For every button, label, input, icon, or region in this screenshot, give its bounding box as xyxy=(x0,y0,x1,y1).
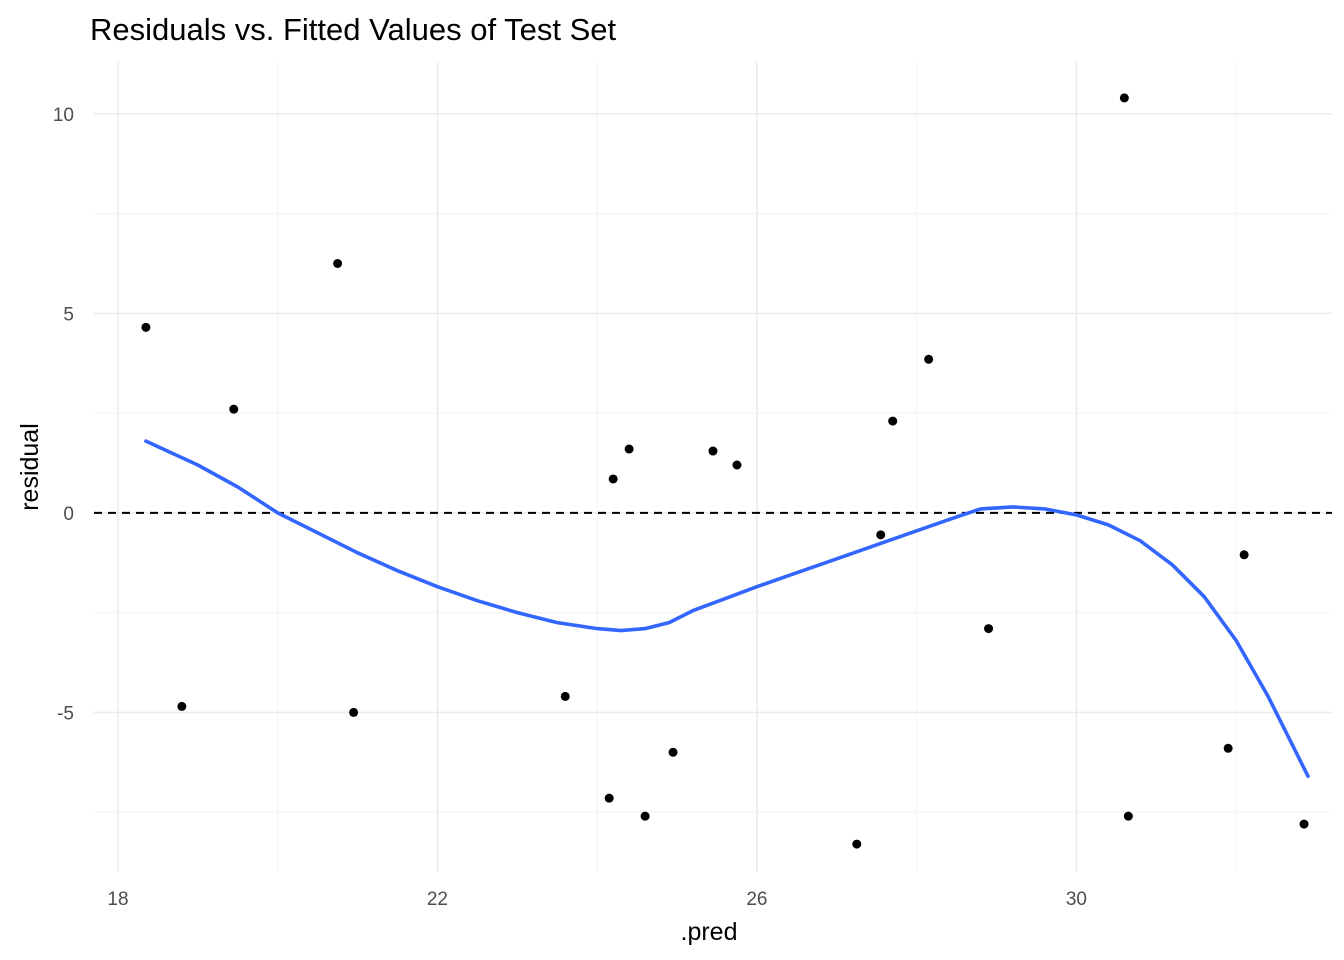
data-point-1 xyxy=(177,701,187,711)
data-point-15 xyxy=(888,416,898,426)
data-points xyxy=(141,93,1309,849)
x-axis-label: .pred xyxy=(681,918,738,946)
y-tick-label-0: -5 xyxy=(57,703,74,724)
data-point-16 xyxy=(924,354,934,364)
x-tick-label-2: 26 xyxy=(746,889,767,910)
data-point-3 xyxy=(333,259,343,269)
data-point-18 xyxy=(1119,93,1129,103)
data-point-13 xyxy=(852,839,862,849)
x-tick-label-1: 22 xyxy=(427,889,448,910)
y-tick-label-1: 0 xyxy=(63,504,74,525)
x-tick-label-0: 18 xyxy=(107,889,128,910)
data-point-5 xyxy=(560,691,570,701)
data-point-12 xyxy=(732,460,742,470)
data-point-9 xyxy=(640,811,650,821)
data-point-17 xyxy=(984,624,994,634)
data-point-22 xyxy=(1299,819,1309,829)
data-point-6 xyxy=(604,793,614,803)
loess-smooth-curve xyxy=(144,439,1310,778)
y-axis-label: residual xyxy=(16,423,44,511)
data-point-2 xyxy=(229,404,239,414)
x-axis-ticks: 18 22 26 30 xyxy=(107,889,1087,910)
y-tick-label-2: 5 xyxy=(63,304,74,325)
x-tick-label-3: 30 xyxy=(1066,889,1087,910)
data-point-20 xyxy=(1223,743,1233,753)
chart-title: Residuals vs. Fitted Values of Test Set xyxy=(90,12,616,47)
data-point-7 xyxy=(608,474,618,484)
data-point-10 xyxy=(668,747,678,757)
data-point-19 xyxy=(1123,811,1133,821)
y-tick-label-3: 10 xyxy=(53,105,74,126)
data-point-8 xyxy=(624,444,634,454)
smooth-trend-line xyxy=(144,439,1310,778)
data-point-11 xyxy=(708,446,718,456)
data-point-21 xyxy=(1239,550,1249,560)
data-point-14 xyxy=(876,530,886,540)
gridlines xyxy=(94,62,1332,872)
data-point-4 xyxy=(349,707,359,717)
y-axis-ticks: -5 0 5 10 xyxy=(53,105,74,725)
data-point-0 xyxy=(141,322,151,332)
